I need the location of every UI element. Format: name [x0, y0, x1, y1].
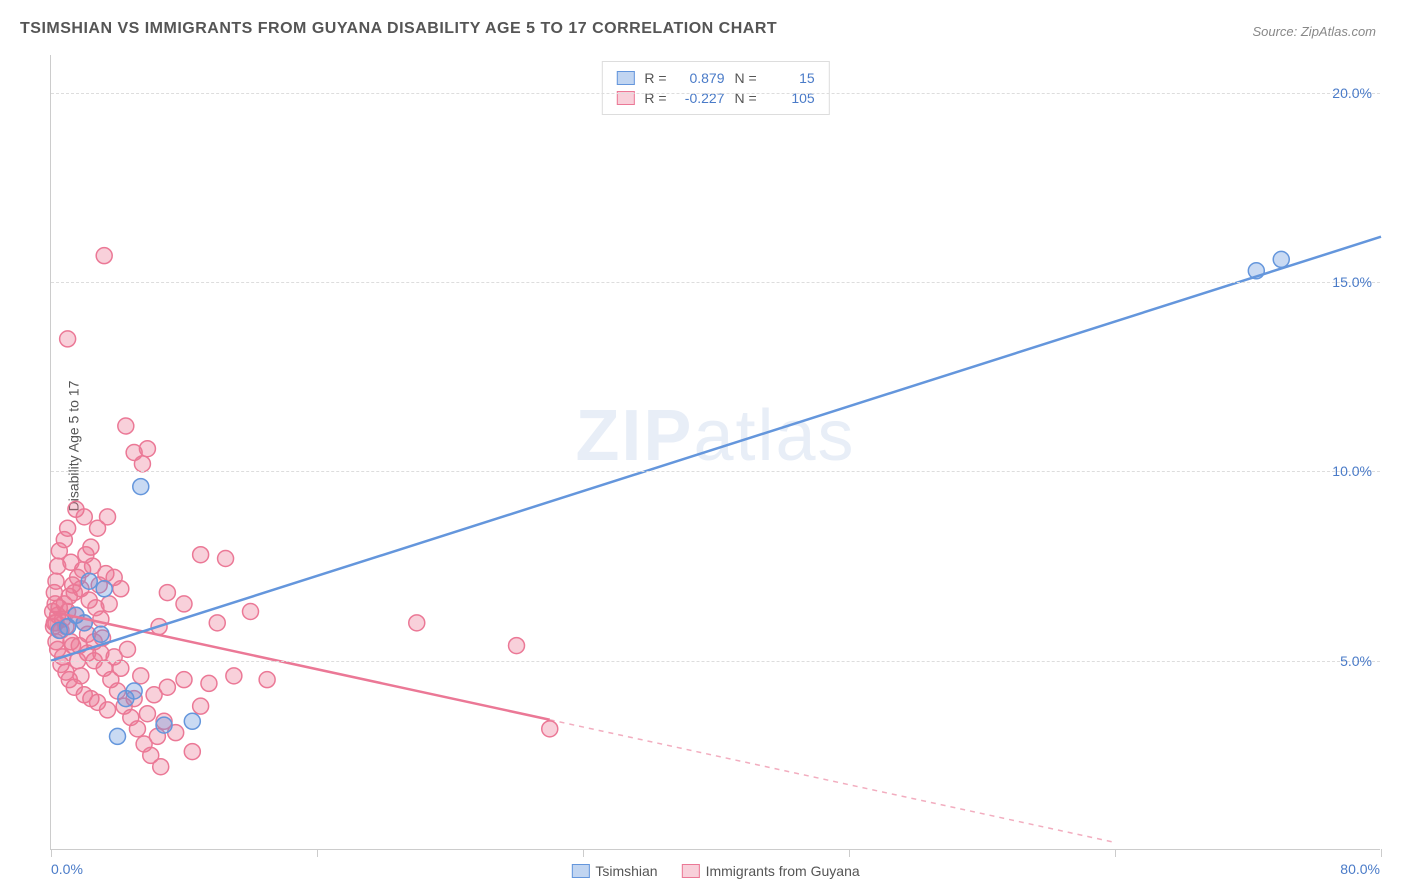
data-point: [156, 717, 172, 733]
data-point: [47, 596, 63, 612]
data-point: [51, 543, 67, 559]
data-point: [100, 509, 116, 525]
grid-line: [51, 661, 1380, 662]
data-point: [96, 581, 112, 597]
data-point: [129, 721, 145, 737]
data-point: [139, 706, 155, 722]
x-tick: [849, 849, 850, 857]
data-point: [209, 615, 225, 631]
data-point: [139, 441, 155, 457]
swatch-icon: [682, 864, 700, 878]
x-tick: [583, 849, 584, 857]
trend-line: [51, 237, 1381, 661]
data-point: [259, 672, 275, 688]
data-point: [126, 683, 142, 699]
data-point: [81, 573, 97, 589]
data-point: [119, 641, 135, 657]
x-tick-label: 80.0%: [1340, 861, 1380, 877]
data-point: [83, 539, 99, 555]
data-point: [243, 604, 259, 620]
data-point: [542, 721, 558, 737]
series-legend: Tsimshian Immigrants from Guyana: [571, 863, 859, 879]
data-point: [159, 679, 175, 695]
swatch-icon: [571, 864, 589, 878]
data-point: [113, 581, 129, 597]
data-point: [218, 551, 234, 567]
x-tick-label: 0.0%: [51, 861, 83, 877]
data-point: [201, 675, 217, 691]
x-tick: [1381, 849, 1382, 857]
grid-line: [51, 282, 1380, 283]
grid-line: [51, 93, 1380, 94]
data-point: [113, 660, 129, 676]
source-attribution: Source: ZipAtlas.com: [1252, 24, 1376, 39]
x-tick: [51, 849, 52, 857]
data-point: [48, 573, 64, 589]
chart-plot-area: ZIPatlas R = 0.879 N = 15 R = -0.227 N =…: [50, 55, 1380, 850]
grid-line: [51, 471, 1380, 472]
data-point: [96, 248, 112, 264]
data-point: [133, 668, 149, 684]
data-point: [73, 668, 89, 684]
y-tick-label: 10.0%: [1332, 463, 1372, 479]
data-point: [93, 626, 109, 642]
x-tick: [1115, 849, 1116, 857]
legend-item-series2: Immigrants from Guyana: [682, 863, 860, 879]
data-point: [193, 547, 209, 563]
data-point: [159, 585, 175, 601]
data-point: [176, 596, 192, 612]
y-tick-label: 15.0%: [1332, 274, 1372, 290]
data-point: [409, 615, 425, 631]
trend-line-extrapolated: [550, 720, 1115, 843]
legend-item-series1: Tsimshian: [571, 863, 657, 879]
data-point: [101, 596, 117, 612]
data-point: [193, 698, 209, 714]
data-point: [76, 509, 92, 525]
y-tick-label: 5.0%: [1340, 653, 1372, 669]
data-point: [509, 638, 525, 654]
data-point: [50, 558, 66, 574]
data-point: [184, 744, 200, 760]
data-point: [100, 702, 116, 718]
y-tick-label: 20.0%: [1332, 85, 1372, 101]
data-point: [153, 759, 169, 775]
data-point: [134, 456, 150, 472]
data-point: [133, 479, 149, 495]
chart-title: TSIMSHIAN VS IMMIGRANTS FROM GUYANA DISA…: [20, 20, 777, 38]
data-point: [110, 728, 126, 744]
scatter-svg: [51, 55, 1380, 849]
data-point: [176, 672, 192, 688]
data-point: [118, 418, 134, 434]
data-point: [1273, 251, 1289, 267]
data-point: [226, 668, 242, 684]
data-point: [184, 713, 200, 729]
x-tick: [317, 849, 318, 857]
data-point: [60, 331, 76, 347]
